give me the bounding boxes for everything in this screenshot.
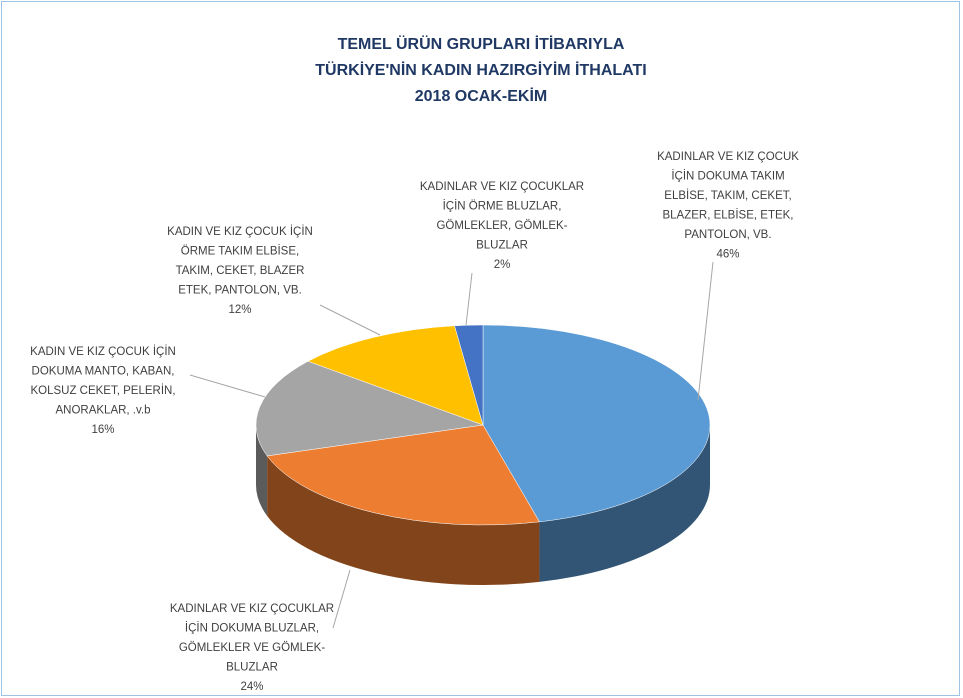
slice-label: ÖRME TAKIM ELBİSE, xyxy=(181,245,299,258)
slice-label: DOKUMA MANTO, KABAN, xyxy=(32,366,175,378)
slice xyxy=(307,325,484,426)
slice-label: BLAZER, ELBİSE, ETEK, xyxy=(662,209,793,222)
slice-label: ELBİSE, TAKIM, CEKET, xyxy=(664,189,791,202)
value-label: 16% xyxy=(91,424,114,436)
slice-side xyxy=(539,425,710,582)
slice-label: İÇİN ÖRME BLUZLAR, xyxy=(443,200,562,213)
leader-line xyxy=(319,304,381,336)
leader-line xyxy=(332,569,351,629)
slice-label: KADINLAR VE KIZ ÇOCUKLAR xyxy=(420,181,584,193)
slice xyxy=(482,324,711,523)
slice xyxy=(454,324,484,426)
slice-label: TAKIM, CEKET, BLAZER xyxy=(176,265,305,277)
slice-label: GÖMLEKLER VE GÖMLEK- xyxy=(179,642,326,654)
value-label: 12% xyxy=(228,304,251,316)
value-label: 24% xyxy=(240,681,263,693)
slice-label: KADIN VE KIZ ÇOCUK İÇİN xyxy=(30,345,176,358)
value-label: 2% xyxy=(494,259,511,271)
leader-line xyxy=(465,272,473,326)
slice-label: KADINLAR VE KIZ ÇOCUK xyxy=(657,151,799,163)
slice xyxy=(266,424,540,526)
slice-label: BLUZLAR xyxy=(476,240,528,252)
slice-label: KADIN VE KIZ ÇOCUK İÇİN xyxy=(167,225,313,238)
slice-label: KADINLAR VE KIZ ÇOCUKLAR xyxy=(170,603,334,615)
value-label: 46% xyxy=(716,249,739,261)
chart-title: TÜRKİYE'NİN KADIN HAZIRGİYİM İTHALATI xyxy=(315,60,647,79)
slice-label: PANTOLON, VB. xyxy=(684,229,771,241)
slice-side xyxy=(267,455,540,586)
slice-label: İÇİN DOKUMA BLUZLAR, xyxy=(185,622,319,635)
chart-title: 2018 OCAK-EKİM xyxy=(415,87,547,105)
slice-label: BLUZLAR xyxy=(226,662,278,674)
chart-title: TEMEL ÜRÜN GRUPLARI İTİBARIYLA xyxy=(338,34,625,53)
slice-label: KOLSUZ CEKET, PELERİN, xyxy=(30,384,175,397)
slice-side xyxy=(256,425,268,516)
slice-label: ETEK, PANTOLON, VB. xyxy=(178,285,302,297)
slice-label: GÖMLEKLER, GÖMLEK- xyxy=(436,220,567,232)
leader-line xyxy=(697,261,714,401)
slice-label: ANORAKLAR, .v.b xyxy=(55,405,150,417)
leader-line xyxy=(189,374,266,398)
slice-label: İÇİN DOKUMA TAKIM xyxy=(671,170,784,183)
slice xyxy=(255,360,484,457)
